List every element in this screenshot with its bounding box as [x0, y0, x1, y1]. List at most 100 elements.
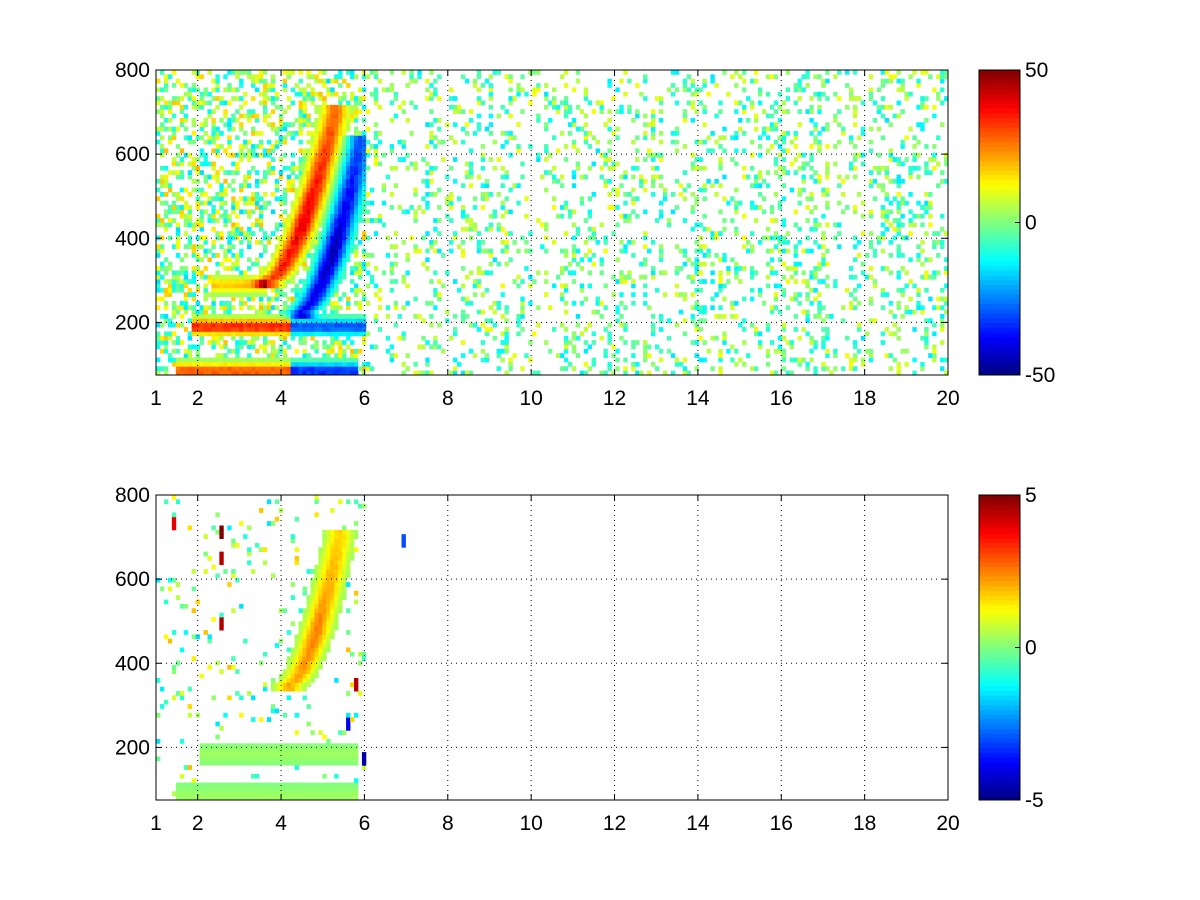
- heatmap-cell: [262, 274, 268, 280]
- heatmap-cell: [777, 335, 783, 341]
- heatmap-cell: [318, 239, 323, 245]
- heatmap-cell: [468, 370, 474, 376]
- heatmap-cell: [536, 218, 541, 223]
- heatmap-cell: [714, 335, 719, 341]
- heatmap-cell: [651, 157, 656, 162]
- heatmap-cell: [809, 192, 814, 197]
- heatmap-cell: [334, 109, 339, 114]
- heatmap-cell: [571, 170, 577, 175]
- heatmap-cell: [322, 296, 327, 302]
- heatmap-cell: [888, 148, 893, 154]
- heatmap-cell: [251, 773, 256, 779]
- heatmap-cell: [255, 756, 260, 762]
- heatmap-cell: [753, 218, 759, 223]
- heatmap-cell: [548, 305, 553, 311]
- heatmap-cell: [203, 795, 208, 801]
- heatmap-cell: [282, 348, 288, 354]
- heatmap-cell: [298, 165, 303, 171]
- heatmap-cell: [346, 122, 351, 128]
- heatmap-cell: [334, 283, 339, 289]
- heatmap-cell: [346, 205, 351, 210]
- heatmap-cell: [215, 366, 220, 372]
- heatmap-cell: [227, 257, 232, 263]
- heatmap-cell: [223, 357, 228, 363]
- heatmap-cell: [302, 253, 307, 258]
- heatmap-cell: [286, 791, 292, 797]
- heatmap-cell: [678, 183, 684, 189]
- heatmap-cell: [714, 253, 719, 258]
- heatmap-cell: [298, 104, 303, 110]
- heatmap-cell: [417, 70, 422, 75]
- heatmap-cell: [350, 218, 355, 223]
- heatmap-cell: [290, 87, 295, 93]
- heatmap-cell: [302, 192, 307, 197]
- heatmap-cell: [227, 274, 232, 280]
- heatmap-cell: [670, 192, 676, 197]
- heatmap-cell: [662, 370, 668, 376]
- heatmap-cell: [607, 83, 612, 88]
- heatmap-cell: [310, 283, 315, 289]
- heatmap-cell: [211, 318, 216, 324]
- heatmap-cell: [611, 353, 616, 358]
- heatmap-cell: [239, 786, 244, 792]
- heatmap-cell: [199, 340, 204, 345]
- heatmap-cell: [421, 157, 426, 162]
- heatmap-cell: [710, 296, 715, 302]
- heatmap-cell: [354, 222, 359, 228]
- heatmap-cell: [449, 200, 454, 206]
- heatmap-cell: [350, 74, 355, 80]
- heatmap-cell: [706, 348, 711, 354]
- heatmap-cell: [183, 361, 189, 367]
- heatmap-cell: [199, 152, 204, 158]
- heatmap-cell: [266, 361, 272, 367]
- heatmap-cell: [278, 222, 284, 228]
- heatmap-cell: [647, 370, 652, 376]
- heatmap-cell: [231, 348, 236, 354]
- heatmap-cell: [932, 305, 937, 311]
- heatmap-cell: [203, 235, 208, 241]
- heatmap-cell: [940, 87, 945, 93]
- heatmap-cell: [936, 91, 941, 97]
- heatmap-cell: [920, 366, 925, 372]
- heatmap-cell: [575, 322, 581, 328]
- heatmap-cell: [270, 752, 276, 757]
- heatmap-cell: [892, 178, 897, 184]
- heatmap-cell: [702, 226, 707, 232]
- heatmap-cell: [785, 305, 790, 311]
- heatmap-cell: [472, 131, 478, 136]
- heatmap-cell: [354, 157, 359, 162]
- colorbar-swatch: [979, 212, 1020, 219]
- heatmap-cell: [880, 266, 886, 271]
- heatmap-cell: [266, 170, 272, 175]
- heatmap-cell: [876, 152, 882, 158]
- heatmap-cell: [286, 370, 292, 376]
- heatmap-cell: [167, 235, 173, 241]
- heatmap-cell: [849, 91, 854, 97]
- heatmap-cell: [334, 209, 339, 215]
- heatmap-cell: [167, 292, 173, 297]
- heatmap-cell: [852, 340, 858, 345]
- heatmap-cell: [936, 96, 941, 101]
- heatmap-cell: [789, 187, 794, 193]
- heatmap-cell: [187, 370, 193, 376]
- heatmap-cell: [837, 244, 842, 250]
- heatmap-cell: [262, 96, 268, 101]
- heatmap-cell: [322, 361, 327, 367]
- heatmap-cell: [924, 287, 929, 293]
- heatmap-cell: [742, 165, 747, 171]
- heatmap-cell: [904, 96, 909, 101]
- heatmap-cell: [334, 266, 339, 271]
- heatmap-cell: [326, 161, 331, 167]
- heatmap-cell: [326, 165, 331, 171]
- heatmap-cell: [361, 161, 367, 167]
- heatmap-cell: [884, 196, 889, 202]
- heatmap-cell: [282, 305, 288, 311]
- heatmap-cell: [817, 309, 822, 315]
- heatmap-cell: [211, 174, 216, 180]
- heatmap-cell: [298, 314, 303, 319]
- heatmap-cell: [793, 327, 798, 332]
- heatmap-cell: [354, 139, 359, 145]
- heatmap-cell: [623, 200, 628, 206]
- heatmap-cell: [262, 91, 268, 97]
- heatmap-cell: [647, 353, 652, 358]
